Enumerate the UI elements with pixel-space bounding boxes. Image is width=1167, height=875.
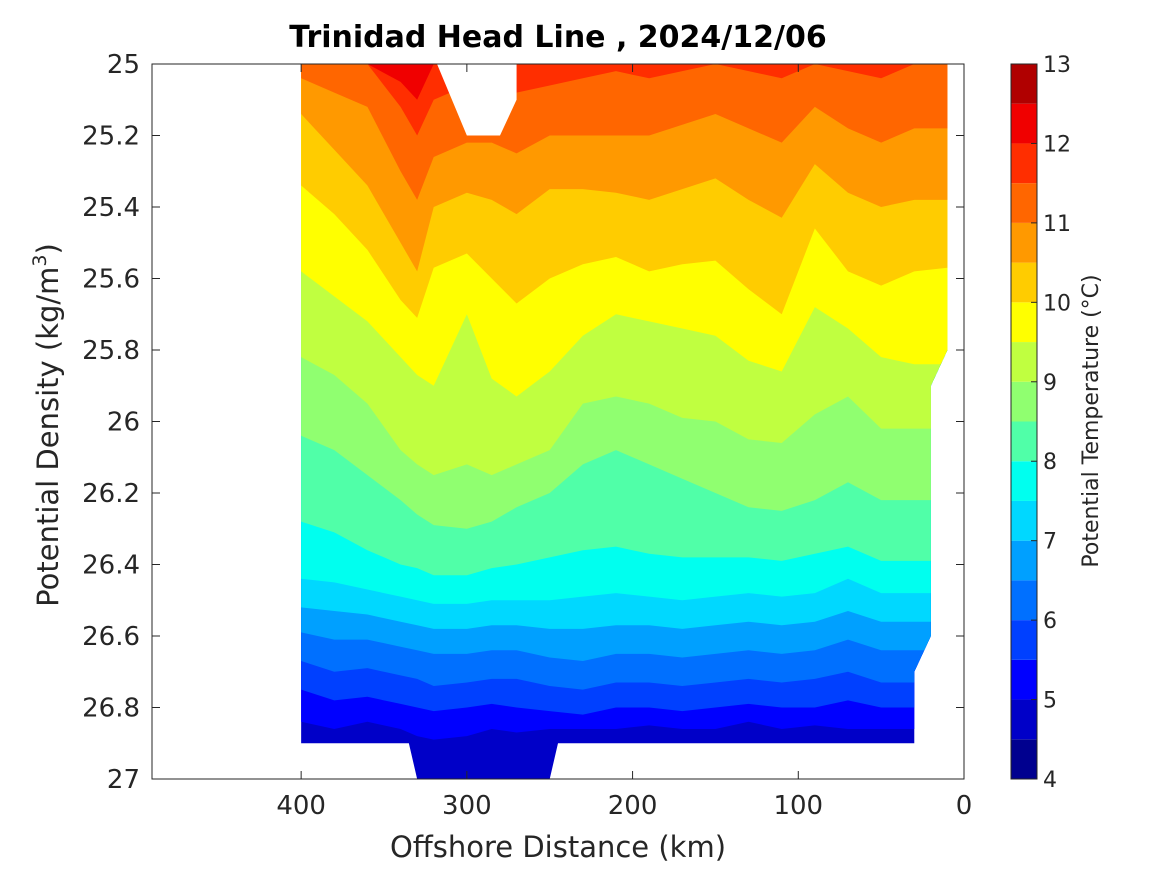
contour-fills <box>301 64 948 779</box>
y-axis-label-superscript: 3 <box>29 254 51 266</box>
chart-title: Trinidad Head Line , 2024/12/06 <box>289 20 826 55</box>
colorbar-swatch <box>1011 103 1037 144</box>
colorbar-swatch <box>1011 659 1037 700</box>
colorbar-tick-label: 10 <box>1043 291 1071 316</box>
colorbar-tick-label: 5 <box>1043 689 1057 714</box>
colorbar-tick-label: 9 <box>1043 371 1057 396</box>
contour-band <box>301 64 948 136</box>
colorbar-ticks: 4 5 6 7 8 9 10 11 12 13 <box>1031 53 1071 793</box>
y-tick-label: 25.2 <box>82 122 140 152</box>
y-tick-label: 25.6 <box>82 265 140 295</box>
missing-data-gap <box>437 64 517 136</box>
y-tick-label: 25.4 <box>82 193 140 223</box>
colorbar-swatch <box>1011 302 1037 343</box>
y-tick-label: 26.8 <box>82 694 140 724</box>
colorbar-swatch <box>1011 500 1037 541</box>
colorbar-swatch <box>1011 183 1037 223</box>
colorbar-tick-label: 11 <box>1043 212 1071 237</box>
colorbar-swatch <box>1011 262 1037 303</box>
y-tick-label: 26.4 <box>82 551 140 581</box>
colorbar-swatch <box>1011 342 1037 382</box>
colorbar <box>1011 64 1037 779</box>
colorbar-tick-label: 7 <box>1043 530 1057 555</box>
colorbar-swatch <box>1011 222 1037 263</box>
colorbar-tick-label: 4 <box>1043 768 1057 793</box>
colorbar-swatch <box>1011 739 1037 779</box>
y-axis-ticks: 25 25.2 25.4 25.6 25.8 26 26.2 26.4 26.6 26.8 27 <box>82 50 964 795</box>
colorbar-swatch <box>1011 381 1037 422</box>
colorbar-swatch <box>1011 143 1037 184</box>
colorbar-swatch <box>1011 461 1037 501</box>
y-tick-label: 26 <box>107 408 140 438</box>
y-tick-label: 26.6 <box>82 622 140 652</box>
y-tick-label: 27 <box>107 765 140 795</box>
plot-area <box>301 64 948 779</box>
y-axis-label: Potential Density (kg/m3) <box>29 243 65 607</box>
x-tick-label: 200 <box>608 791 658 821</box>
colorbar-tick-label: 8 <box>1043 450 1057 475</box>
y-tick-label: 25.8 <box>82 336 140 366</box>
colorbar-swatch <box>1011 421 1037 462</box>
x-tick-label: 0 <box>956 791 973 821</box>
colorbar-swatch <box>1011 540 1037 581</box>
y-tick-label: 26.2 <box>82 479 140 509</box>
x-axis-ticks: 400 300 200 100 0 <box>276 64 972 821</box>
colorbar-tick-label: 6 <box>1043 609 1057 634</box>
colorbar-tick-label: 12 <box>1043 132 1071 157</box>
x-axis-label: Offshore Distance (km) <box>390 830 726 864</box>
x-tick-label: 400 <box>276 791 326 821</box>
colorbar-swatch <box>1011 580 1037 621</box>
colorbar-swatch <box>1011 620 1037 660</box>
colorbar-label: Potential Temperature (°C) <box>1079 274 1104 567</box>
colorbar-tick-label: 13 <box>1043 53 1071 78</box>
y-tick-label: 25 <box>107 50 140 80</box>
x-tick-label: 100 <box>773 791 823 821</box>
contour-band <box>301 64 948 200</box>
colorbar-frame <box>1010 63 1038 780</box>
colorbar-swatch <box>1011 64 1037 104</box>
x-tick-label: 300 <box>442 791 492 821</box>
colorbar-swatch <box>1011 699 1037 740</box>
